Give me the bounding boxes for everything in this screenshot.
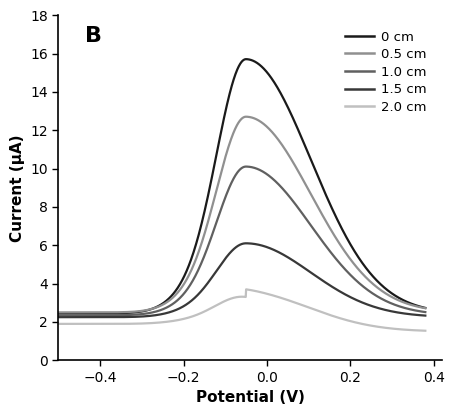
Line: 1.5 cm: 1.5 cm <box>58 243 425 317</box>
1.5 cm <box>423 313 428 318</box>
1.5 cm <box>342 292 348 297</box>
1.5 cm <box>243 241 249 246</box>
1.5 cm <box>217 263 223 268</box>
1.5 cm <box>204 282 210 287</box>
1.5 cm <box>93 315 99 320</box>
Line: 0 cm: 0 cm <box>58 59 425 313</box>
1.5 cm <box>56 315 61 320</box>
2.0 cm <box>217 301 223 306</box>
1.0 cm <box>243 164 249 169</box>
0.5 cm <box>342 249 348 254</box>
0 cm <box>204 199 210 204</box>
0 cm <box>349 244 354 249</box>
Line: 2.0 cm: 2.0 cm <box>58 289 425 331</box>
2.0 cm <box>349 319 354 324</box>
Line: 0.5 cm: 0.5 cm <box>58 117 425 312</box>
2.0 cm <box>243 287 249 292</box>
2.0 cm <box>308 306 313 311</box>
0.5 cm <box>93 310 99 315</box>
0 cm <box>243 57 249 62</box>
0.5 cm <box>349 258 354 263</box>
Line: 1.0 cm: 1.0 cm <box>58 166 425 315</box>
0.5 cm <box>204 224 210 229</box>
2.0 cm <box>342 317 348 322</box>
0.5 cm <box>243 114 249 119</box>
0 cm <box>93 311 99 316</box>
0 cm <box>217 134 223 139</box>
1.5 cm <box>349 295 354 300</box>
1.5 cm <box>308 270 313 275</box>
2.0 cm <box>204 308 210 313</box>
1.0 cm <box>204 247 210 252</box>
X-axis label: Potential (V): Potential (V) <box>196 390 305 405</box>
0 cm <box>56 311 61 316</box>
Text: B: B <box>85 26 102 46</box>
0.5 cm <box>423 306 428 311</box>
0 cm <box>342 232 348 237</box>
1.0 cm <box>93 313 99 318</box>
0 cm <box>423 305 428 310</box>
Y-axis label: Current (μA): Current (μA) <box>10 134 25 242</box>
1.0 cm <box>423 310 428 315</box>
0.5 cm <box>56 310 61 315</box>
Legend: 0 cm, 0.5 cm, 1.0 cm, 1.5 cm, 2.0 cm: 0 cm, 0.5 cm, 1.0 cm, 1.5 cm, 2.0 cm <box>340 25 432 119</box>
0.5 cm <box>308 191 313 196</box>
0 cm <box>308 157 313 162</box>
1.0 cm <box>308 223 313 228</box>
2.0 cm <box>93 321 99 326</box>
1.0 cm <box>217 210 223 215</box>
0.5 cm <box>217 174 223 179</box>
1.0 cm <box>56 313 61 318</box>
2.0 cm <box>56 321 61 326</box>
1.0 cm <box>349 273 354 278</box>
2.0 cm <box>423 328 428 333</box>
1.0 cm <box>342 267 348 272</box>
